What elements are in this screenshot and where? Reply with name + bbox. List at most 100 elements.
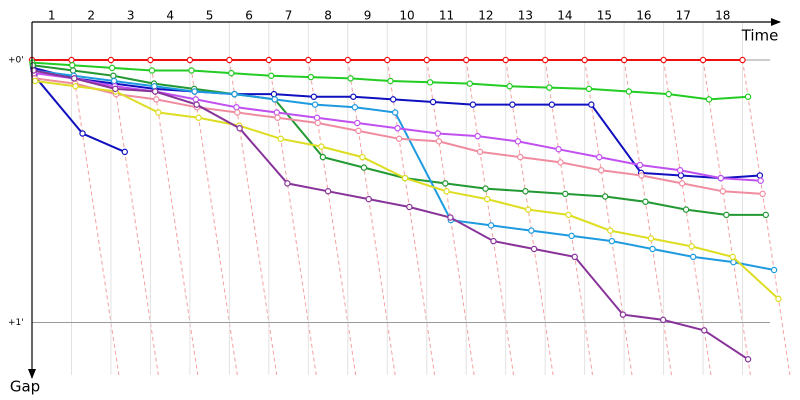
lap-point: [719, 188, 726, 195]
series-layer: [28, 56, 782, 363]
lap-point: [701, 327, 708, 334]
series-line: [33, 69, 749, 361]
lap-point: [305, 56, 312, 64]
x-tick-label: 6: [245, 9, 253, 23]
x-tick-label: 16: [636, 9, 651, 23]
y-axis-label: Gap: [10, 378, 40, 396]
y-tick-label: +1': [8, 318, 24, 328]
lap-point: [607, 227, 614, 234]
lap-point: [193, 101, 200, 108]
x-tick-label: 12: [478, 9, 493, 23]
lap-point: [546, 84, 553, 91]
lap-point: [151, 83, 158, 90]
lap-point: [429, 98, 437, 106]
lap-point: [423, 56, 430, 64]
x-tick-label: 2: [87, 9, 95, 23]
x-tick-label: 15: [597, 9, 612, 23]
lap-point: [236, 125, 243, 132]
x-tick-label: 10: [399, 9, 414, 23]
lap-point: [729, 253, 736, 261]
lap-point: [490, 237, 497, 245]
lap-point: [107, 56, 115, 64]
x-tick-label: 4: [166, 9, 174, 23]
lap-point: [228, 69, 235, 77]
lap-point: [739, 56, 746, 64]
lap-point: [717, 174, 725, 182]
lap-point: [678, 180, 686, 187]
lap-point: [588, 101, 595, 108]
lap-point: [775, 295, 782, 303]
lap-point: [435, 138, 443, 145]
x-tick-label: 7: [285, 9, 293, 23]
lap-point: [619, 311, 627, 318]
x-tick-label: 17: [676, 9, 691, 23]
x-tick-label: 11: [439, 9, 454, 23]
lap-point: [110, 77, 118, 85]
lap-point: [395, 135, 403, 142]
lap-point: [676, 167, 684, 174]
lap-point: [148, 67, 156, 74]
x-tick-label: 18: [715, 9, 730, 23]
lap-point: [601, 193, 609, 200]
lap-point: [270, 90, 278, 98]
lap-point: [271, 96, 278, 103]
lap-point: [389, 96, 397, 103]
lap-point: [502, 56, 509, 64]
x-tick-label: 1: [48, 9, 56, 23]
lap-point: [688, 243, 695, 250]
lap-point: [659, 316, 667, 324]
lap-point: [756, 172, 764, 179]
lap-point: [562, 190, 569, 198]
series-line: [35, 80, 780, 300]
lap-point: [759, 190, 766, 198]
x-axis-label: Time: [741, 27, 779, 45]
lap-point: [565, 211, 572, 219]
lap-point: [355, 127, 362, 135]
lap-point: [313, 114, 321, 121]
lap-point: [506, 83, 513, 90]
grid: [32, 22, 791, 376]
lap-point: [147, 56, 154, 64]
x-tick-label: 9: [364, 9, 372, 23]
lap-point: [548, 101, 556, 108]
lap-point: [483, 195, 491, 203]
lap-point: [391, 109, 399, 116]
lap-point: [517, 153, 524, 161]
lap-slant-line: [149, 59, 199, 376]
lap-point: [649, 245, 656, 253]
lap-point: [387, 77, 394, 85]
lap-point: [69, 67, 77, 74]
lap-point: [557, 159, 564, 166]
lap-point: [757, 177, 764, 184]
lap-point: [307, 73, 315, 81]
lap-point: [699, 56, 707, 64]
lap-point: [319, 153, 327, 161]
lap-point: [188, 67, 195, 74]
lap-point: [231, 90, 238, 98]
lap-point: [585, 85, 593, 93]
lap-point: [273, 109, 280, 116]
lap-point: [265, 56, 273, 64]
lap-point: [71, 75, 78, 82]
lap-point: [625, 88, 633, 95]
lap-point: [466, 80, 473, 87]
lap-point: [487, 222, 495, 229]
lap-point: [528, 227, 535, 234]
x-tick-label: 13: [518, 9, 533, 23]
lap-point: [365, 195, 372, 203]
x-tick-label: 14: [557, 9, 572, 23]
lap-point: [571, 253, 578, 261]
lap-point: [351, 104, 359, 111]
lap-point: [660, 56, 667, 64]
lap-point: [29, 62, 36, 69]
lap-point: [155, 109, 162, 116]
lap-point: [268, 72, 275, 79]
lap-point: [541, 56, 549, 64]
lap-point: [314, 119, 321, 127]
lap-point: [274, 114, 281, 121]
lap-point: [636, 161, 644, 169]
lap-point: [79, 130, 86, 137]
lap-point: [682, 206, 690, 213]
lap-point: [384, 56, 391, 64]
